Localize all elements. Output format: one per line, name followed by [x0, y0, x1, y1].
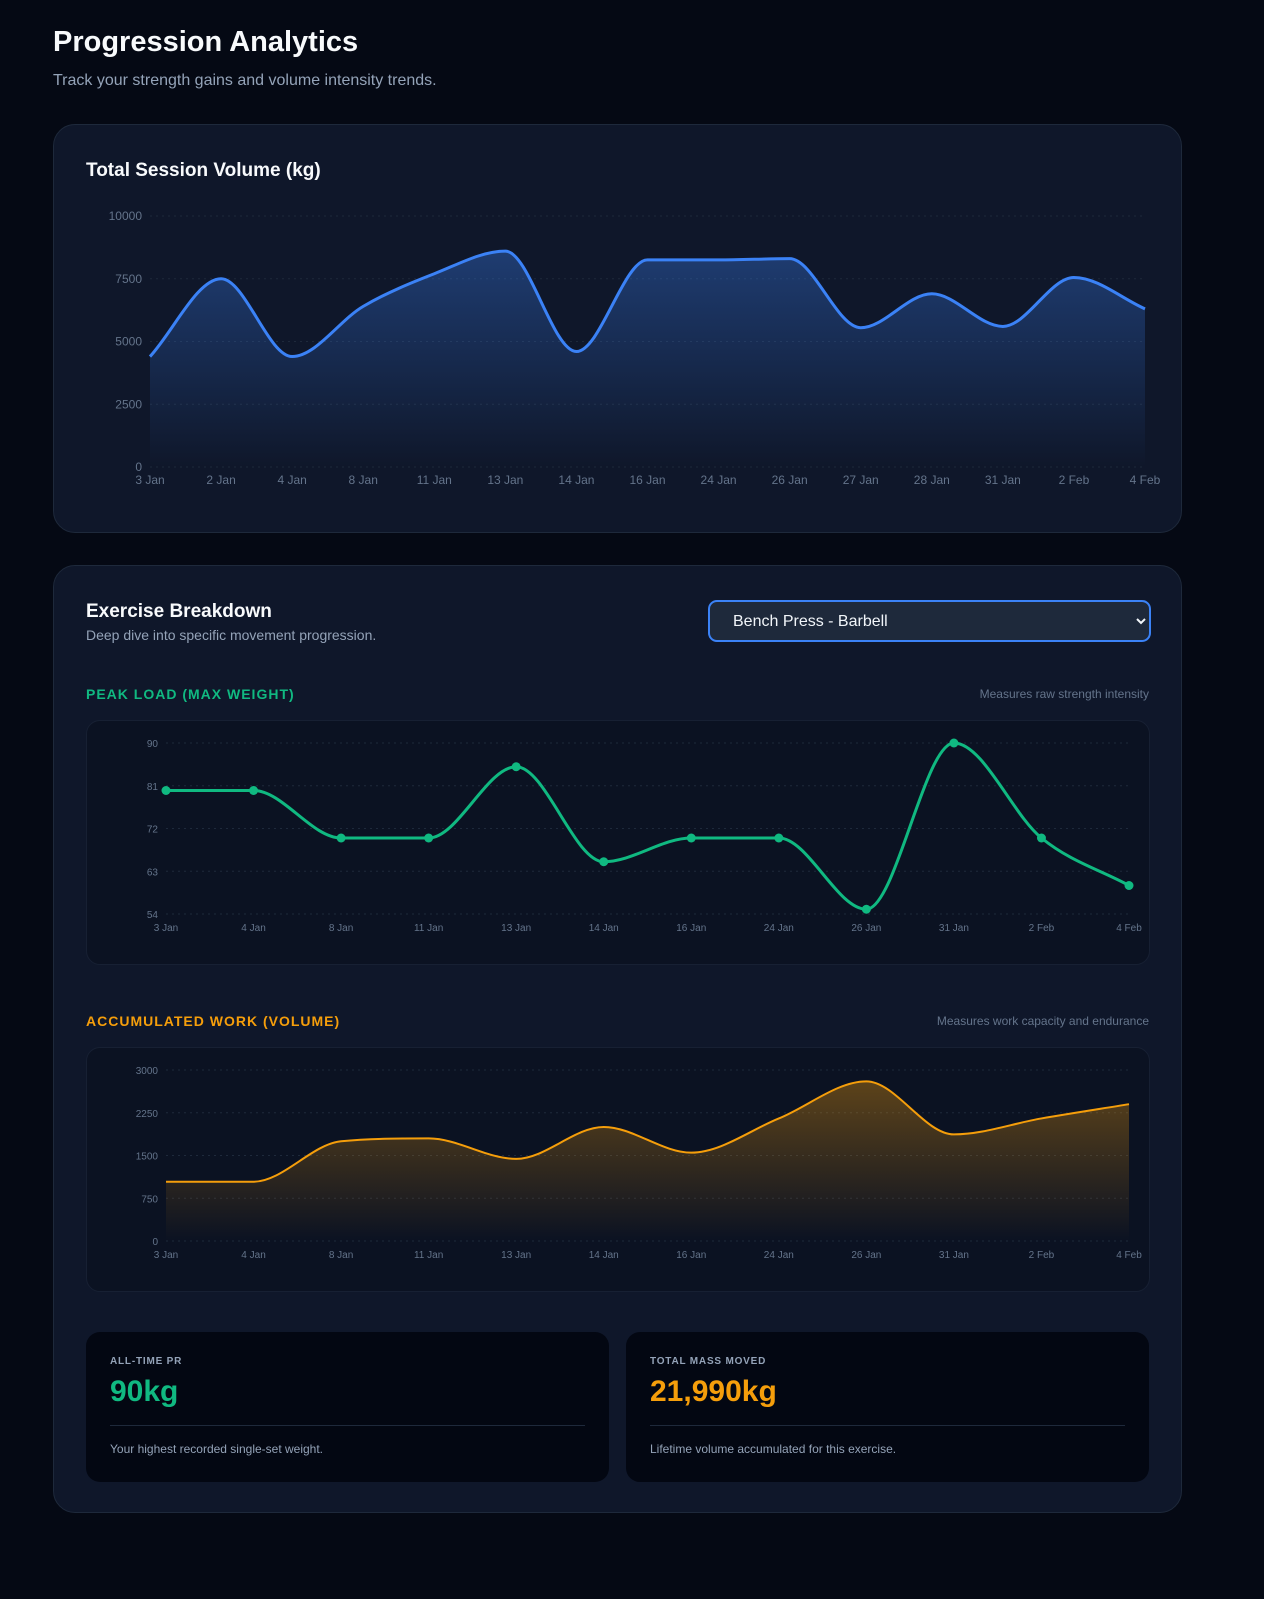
x-tick-label: 4 Jan [241, 1250, 265, 1261]
x-tick-label: 13 Jan [487, 473, 523, 487]
exercise-select[interactable]: Bench Press - Barbell [708, 600, 1151, 642]
x-tick-label: 31 Jan [939, 1250, 969, 1261]
series-line [165, 1080, 1130, 1183]
x-tick-label: 11 Jan [417, 473, 452, 487]
data-point [949, 738, 959, 748]
x-tick-label: 24 Jan [701, 473, 737, 487]
x-tick-label: 14 Jan [589, 923, 619, 934]
y-tick-label: 0 [135, 460, 142, 474]
x-tick-label: 14 Jan [589, 1250, 619, 1261]
x-tick-label: 8 Jan [349, 473, 378, 487]
session-volume-chart: 0 2500 5000 7500 10000 3 Jan 2 Jan 4 Jan 8 Jan 11… [109, 209, 1161, 487]
y-tick-label: 10000 [109, 209, 143, 223]
exercise-breakdown-card: Exercise Breakdown Deep dive into specif… [53, 565, 1182, 1513]
peak-load-note: Measures raw strength intensity [979, 687, 1149, 701]
y-tick-label: 63 [147, 867, 159, 878]
work-panel: 0 750 1500 2250 3000 3 Jan 4 Jan 8 Jan 11 Jan 13 … [86, 1047, 1150, 1292]
x-tick-label: 11 Jan [414, 923, 443, 934]
x-tick-label: 28 Jan [914, 473, 950, 487]
x-tick-label: 3 Jan [154, 1250, 178, 1261]
x-tick-label: 13 Jan [501, 923, 531, 934]
x-tick-label: 16 Jan [629, 473, 665, 487]
y-tick-label: 81 [147, 782, 159, 793]
x-tick-label: 24 Jan [764, 923, 794, 934]
y-tick-label: 2250 [136, 1109, 159, 1120]
stat-desc: Your highest recorded single-set weight. [110, 1442, 324, 1456]
y-tick-label: 72 [147, 825, 159, 836]
stat-value: 90kg [110, 1375, 179, 1408]
x-tick-label: 8 Jan [329, 1250, 353, 1261]
x-tick-label: 3 Jan [154, 923, 178, 934]
data-point [686, 833, 696, 843]
data-point [1036, 833, 1046, 843]
x-tick-label: 4 Feb [1116, 923, 1142, 934]
x-tick-label: 4 Feb [1116, 1250, 1142, 1261]
stat-label: ALL-TIME PR [110, 1356, 183, 1367]
breakdown-title: Exercise Breakdown [86, 601, 272, 622]
card-title: Total Session Volume (kg) [86, 160, 321, 181]
x-tick-label: 13 Jan [501, 1250, 531, 1261]
divider [650, 1425, 1125, 1426]
divider [110, 1425, 585, 1426]
series-line [166, 741, 1130, 911]
stat-label: TOTAL MASS MOVED [650, 1356, 767, 1367]
area-fill [150, 251, 1145, 467]
x-tick-label: 4 Jan [241, 923, 265, 934]
page-subtitle: Track your strength gains and volume int… [53, 72, 437, 89]
x-tick-label: 26 Jan [851, 1250, 881, 1261]
stat-card-pr: ALL-TIME PR 90kg Your highest recorded s… [86, 1332, 609, 1482]
work-note: Measures work capacity and endurance [936, 1014, 1149, 1028]
x-tick-label: 4 Jan [277, 473, 306, 487]
data-point [336, 833, 346, 843]
session-volume-card: Total Session Volume (kg) 0 2500 5000 7500 1… [53, 124, 1182, 533]
data-point [161, 786, 171, 795]
work-chart: 0 750 1500 2250 3000 3 Jan 4 Jan 8 Jan 11 Jan 13 … [136, 1066, 1142, 1261]
x-tick-label: 3 Jan [135, 473, 164, 487]
peak-load-label: PEAK LOAD (MAX WEIGHT) [86, 686, 295, 702]
x-tick-label: 31 Jan [939, 923, 969, 934]
data-point [1124, 881, 1134, 890]
data-point [424, 833, 434, 843]
x-tick-label: 31 Jan [985, 473, 1021, 487]
peak-load-panel: 54 63 72 81 90 3 Jan 4 Jan 8 Jan 11 Jan 13 Jan 14 … [86, 720, 1150, 965]
y-tick-label: 7500 [115, 272, 142, 286]
data-point [774, 833, 784, 843]
x-tick-label: 8 Jan [329, 923, 353, 934]
x-tick-label: 24 Jan [764, 1250, 794, 1261]
x-tick-label: 14 Jan [558, 473, 594, 487]
x-tick-label: 2 Feb [1029, 1250, 1055, 1261]
stat-value: 21,990kg [650, 1375, 777, 1408]
stat-desc: Lifetime volume accumulated for this exe… [650, 1442, 897, 1456]
y-tick-label: 5000 [115, 335, 142, 349]
data-point [511, 762, 521, 772]
x-tick-label: 26 Jan [851, 923, 881, 934]
x-tick-label: 26 Jan [772, 473, 808, 487]
x-tick-label: 2 Feb [1029, 923, 1055, 934]
x-tick-label: 4 Feb [1130, 473, 1161, 487]
y-tick-label: 0 [152, 1237, 158, 1248]
breakdown-subtitle: Deep dive into specific movement progres… [86, 627, 377, 643]
data-point [861, 904, 871, 914]
x-tick-label: 11 Jan [414, 1250, 443, 1261]
y-tick-label: 750 [141, 1194, 158, 1205]
x-tick-label: 2 Jan [206, 473, 235, 487]
x-tick-label: 16 Jan [676, 923, 706, 934]
page-title: Progression Analytics [53, 26, 359, 58]
x-tick-label: 2 Feb [1059, 473, 1090, 487]
y-tick-label: 3000 [136, 1066, 159, 1077]
x-tick-label: 27 Jan [843, 473, 879, 487]
y-tick-label: 90 [147, 739, 159, 750]
y-tick-label: 54 [147, 910, 159, 921]
peak-load-chart: 54 63 72 81 90 3 Jan 4 Jan 8 Jan 11 Jan 13 Jan 14 … [147, 738, 1142, 934]
y-tick-label: 1500 [136, 1152, 159, 1163]
stat-card-mass: TOTAL MASS MOVED 21,990kg Lifetime volum… [626, 1332, 1149, 1482]
work-label: ACCUMULATED WORK (VOLUME) [86, 1013, 341, 1029]
x-tick-label: 16 Jan [676, 1250, 706, 1261]
series-line [148, 249, 1146, 359]
y-tick-label: 2500 [115, 397, 142, 411]
area-fill [166, 1081, 1129, 1241]
data-point [599, 857, 609, 867]
data-point [249, 786, 259, 795]
